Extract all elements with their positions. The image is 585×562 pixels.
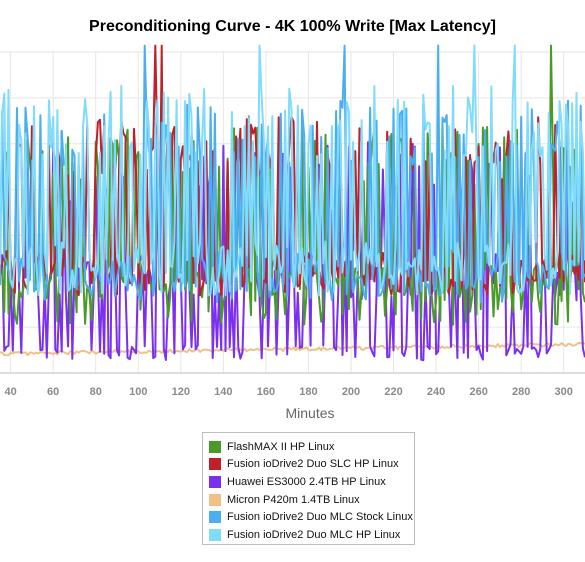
- legend-item-2[interactable]: Huawei ES3000 2.4TB HP Linux: [209, 473, 414, 491]
- x-tick-label-120: 120: [172, 386, 190, 398]
- legend-item-4[interactable]: Fusion ioDrive2 Duo MLC Stock Linux: [209, 508, 414, 526]
- legend: FlashMAX II HP Linux Fusion ioDrive2 Duo …: [202, 432, 415, 545]
- legend-item-1[interactable]: Fusion ioDrive2 Duo SLC HP Linux: [209, 456, 414, 474]
- x-tick-label-40: 40: [5, 386, 17, 398]
- x-tick-label-280: 280: [512, 386, 530, 398]
- x-tick-label-240: 240: [427, 386, 445, 398]
- legend-label-2: Huawei ES3000 2.4TB HP Linux: [227, 475, 386, 488]
- legend-label-5: Fusion ioDrive2 Duo MLC HP Linux: [227, 528, 401, 541]
- x-tick-label-100: 100: [129, 386, 147, 398]
- legend-item-3[interactable]: Micron P420m 1.4TB Linux: [209, 491, 414, 509]
- legend-swatch-4: [209, 511, 221, 524]
- x-tick-label-220: 220: [384, 386, 402, 398]
- series-line-5: [0, 44, 585, 297]
- legend-swatch-1: [209, 458, 221, 471]
- legend-item-0[interactable]: FlashMAX II HP Linux: [209, 438, 414, 456]
- legend-item-5[interactable]: Fusion ioDrive2 Duo MLC HP Linux: [209, 526, 414, 544]
- series-lines: [0, 44, 585, 362]
- x-tick-label-180: 180: [299, 386, 317, 398]
- x-tick-label-260: 260: [469, 386, 487, 398]
- series-line-3: [0, 341, 585, 357]
- x-tick-label-300: 300: [555, 386, 573, 398]
- x-tick-label-200: 200: [342, 386, 360, 398]
- x-tick-labels: 40 60 80 100 120 140 160 180 200 220 240 260 280 300: [5, 386, 573, 398]
- chart-title: Preconditioning Curve - 4K 100% Write [M…: [89, 18, 496, 35]
- legend-label-3: Micron P420m 1.4TB Linux: [227, 493, 360, 506]
- legend-label-4: Fusion ioDrive2 Duo MLC Stock Linux: [227, 511, 413, 524]
- x-axis-title: Minutes: [285, 405, 334, 421]
- legend-swatch-5: [209, 528, 221, 541]
- legend-swatch-2: [209, 475, 221, 488]
- x-tick-label-160: 160: [257, 386, 275, 398]
- x-tick-label-140: 140: [214, 386, 232, 398]
- legend-label-0: FlashMAX II HP Linux: [227, 440, 335, 453]
- legend-swatch-0: [209, 440, 221, 453]
- legend-label-1: Fusion ioDrive2 Duo SLC HP Linux: [227, 458, 399, 471]
- x-tick-label-80: 80: [90, 386, 102, 398]
- legend-swatch-3: [209, 493, 221, 506]
- x-tick-label-60: 60: [47, 386, 59, 398]
